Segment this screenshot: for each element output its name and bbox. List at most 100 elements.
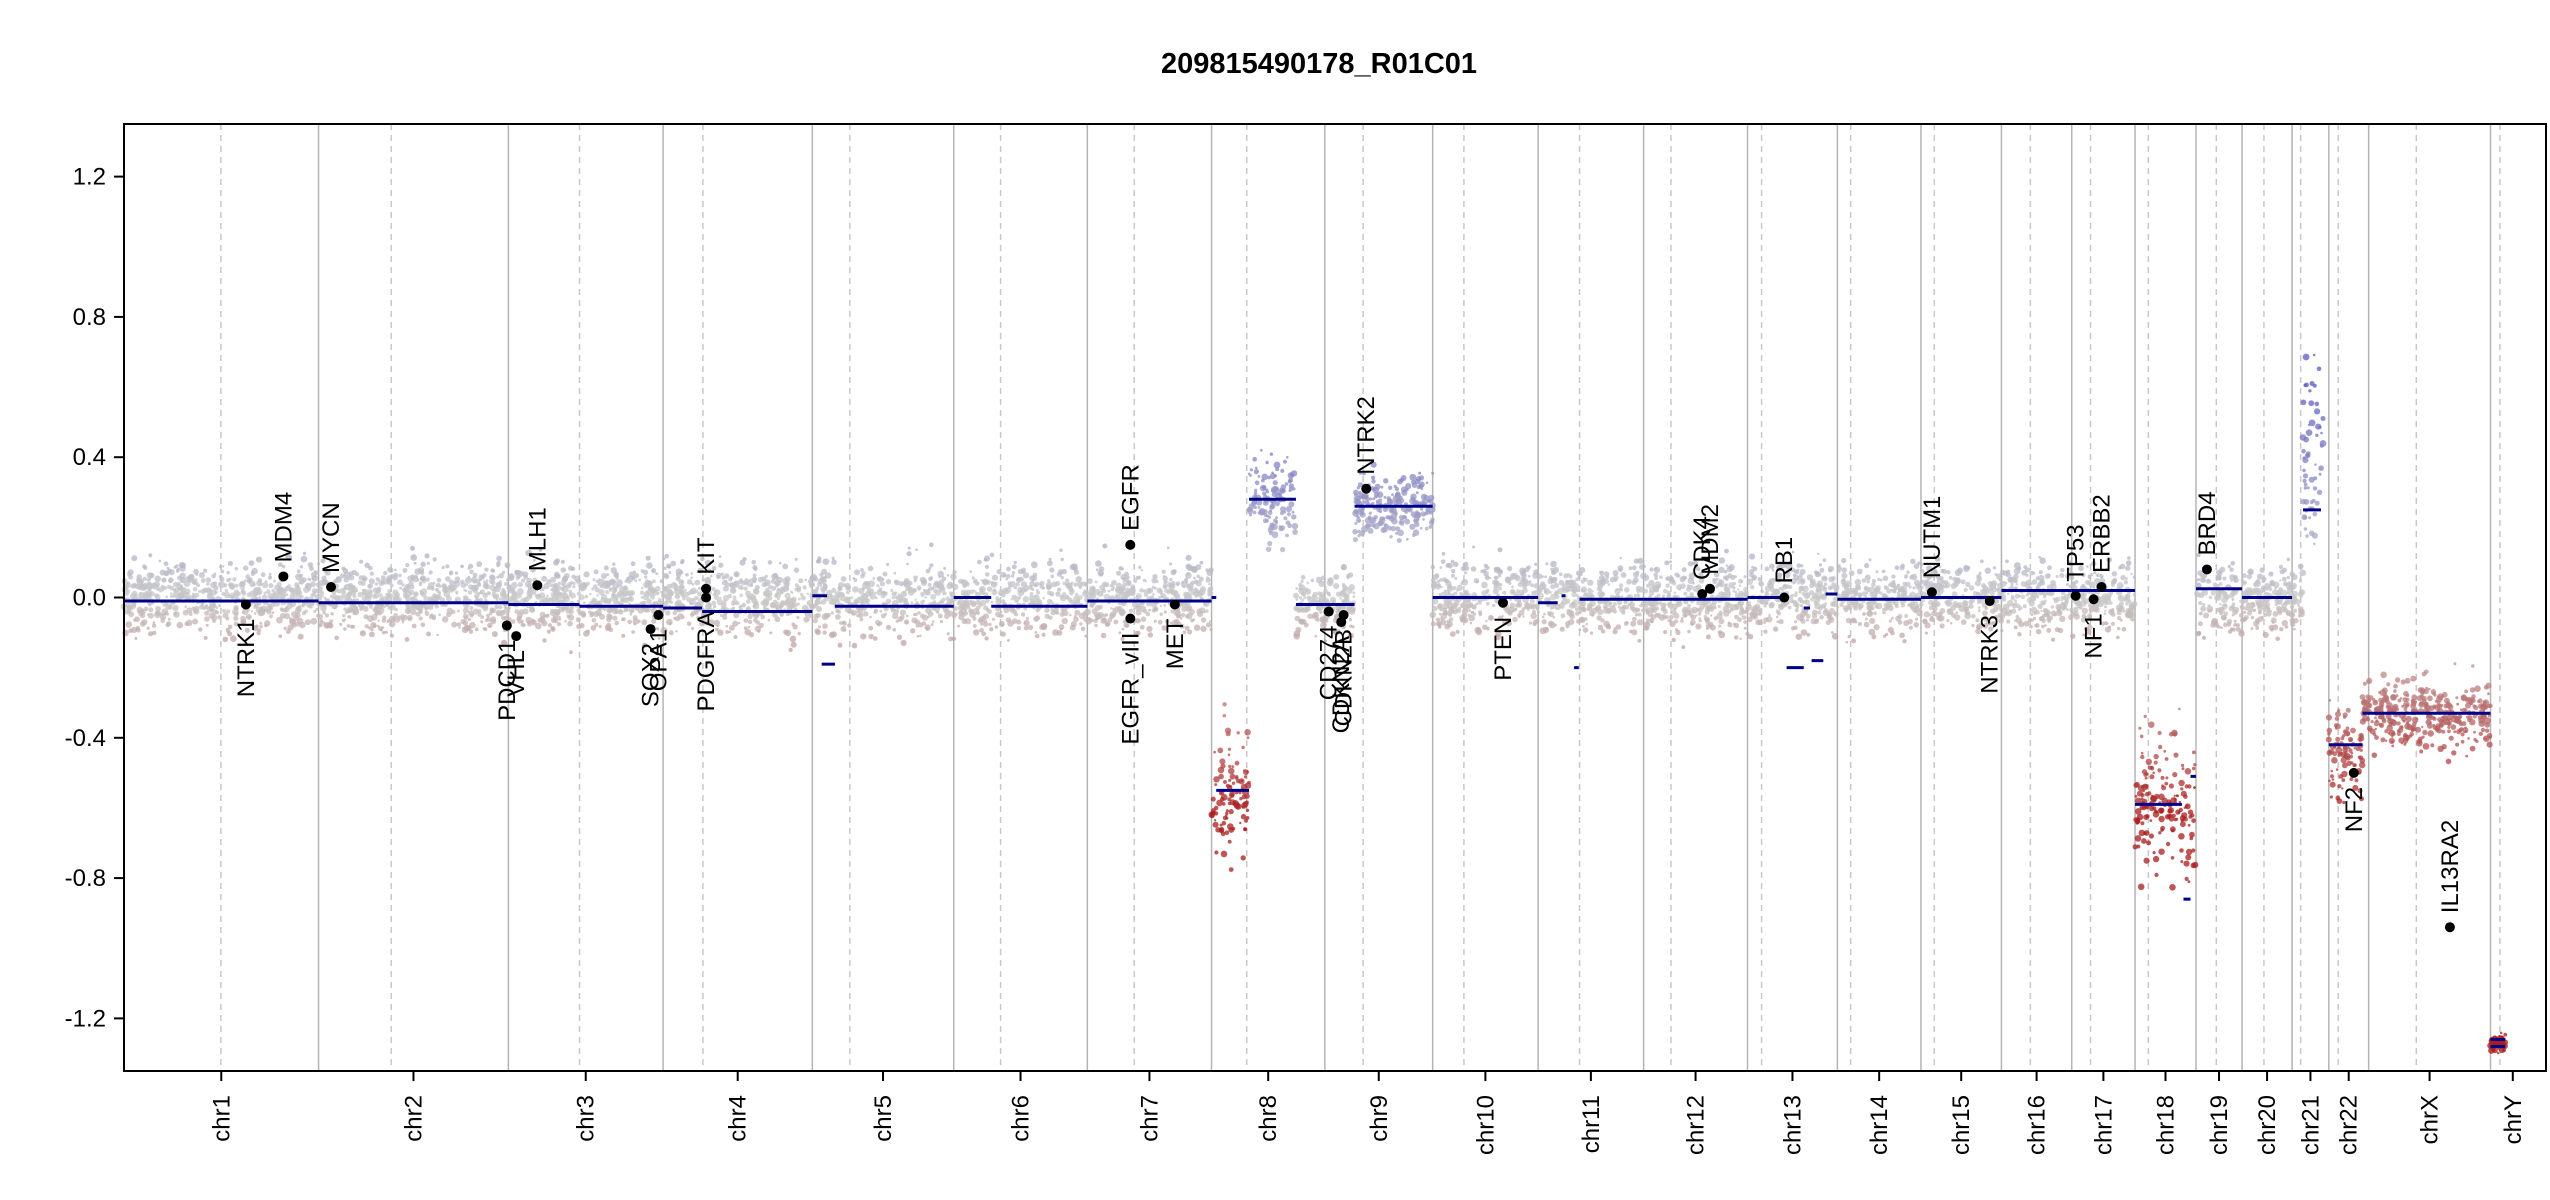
probe-point bbox=[1890, 616, 1894, 620]
probe-point bbox=[1354, 493, 1359, 498]
probe-point bbox=[2014, 593, 2020, 599]
probe-point bbox=[944, 613, 950, 620]
probe-point bbox=[138, 609, 143, 614]
probe-point bbox=[374, 582, 378, 586]
probe-point bbox=[286, 584, 292, 589]
probe-point bbox=[261, 594, 268, 600]
probe-point bbox=[456, 609, 460, 613]
probe-point bbox=[746, 606, 751, 612]
probe-point bbox=[708, 619, 715, 625]
probe-point bbox=[1738, 579, 1743, 584]
probe-point bbox=[772, 572, 779, 580]
probe-point bbox=[285, 605, 289, 610]
probe-point bbox=[382, 604, 387, 609]
probe-point bbox=[1402, 515, 1408, 520]
probe-point bbox=[1863, 621, 1870, 628]
probe-point bbox=[420, 561, 426, 567]
probe-point bbox=[1912, 586, 1916, 590]
probe-point bbox=[575, 617, 581, 623]
probe-point bbox=[1010, 598, 1013, 601]
probe-point bbox=[1971, 623, 1975, 628]
probe-point bbox=[267, 603, 270, 607]
probe-point bbox=[1581, 624, 1585, 628]
probe-point bbox=[1565, 620, 1571, 627]
probe-point bbox=[781, 601, 785, 605]
probe-point bbox=[1227, 797, 1232, 802]
probe-point bbox=[496, 575, 500, 579]
probe-point bbox=[1219, 758, 1226, 765]
probe-point bbox=[1015, 582, 1020, 587]
probe-point bbox=[645, 590, 650, 594]
probe-point bbox=[364, 624, 369, 629]
probe-point bbox=[1048, 557, 1052, 561]
probe-point bbox=[165, 622, 170, 628]
probe-point bbox=[355, 572, 360, 577]
probe-point bbox=[1946, 570, 1951, 575]
probe-point bbox=[1185, 572, 1192, 579]
probe-point bbox=[1448, 613, 1453, 617]
probe-point bbox=[550, 626, 556, 632]
probe-point bbox=[1087, 594, 1094, 601]
probe-point bbox=[885, 598, 892, 604]
probe-point bbox=[1103, 618, 1108, 623]
probe-point bbox=[1155, 579, 1159, 584]
probe-point bbox=[381, 618, 387, 623]
probe-point bbox=[1117, 605, 1123, 612]
probe-point bbox=[399, 586, 403, 590]
probe-point bbox=[543, 582, 550, 590]
probe-point bbox=[308, 578, 312, 582]
probe-point bbox=[1383, 495, 1387, 499]
probe-point bbox=[668, 571, 672, 575]
probe-point bbox=[1395, 492, 1401, 499]
probe-point bbox=[1410, 493, 1417, 500]
probe-point bbox=[1938, 565, 1942, 568]
probe-point bbox=[1059, 611, 1065, 617]
probe-point bbox=[324, 569, 331, 576]
probe-point bbox=[1209, 812, 1215, 819]
probe-point bbox=[268, 575, 272, 579]
probe-point bbox=[198, 589, 202, 593]
probe-point bbox=[251, 567, 258, 575]
probe-point bbox=[329, 619, 334, 624]
probe-point bbox=[879, 609, 883, 613]
probe-point bbox=[500, 609, 506, 616]
probe-point bbox=[1343, 593, 1347, 597]
probe-point bbox=[1985, 588, 1991, 594]
probe-point bbox=[992, 589, 996, 593]
probe-point bbox=[1412, 499, 1420, 507]
probe-point bbox=[2050, 605, 2054, 609]
probe-point bbox=[608, 627, 614, 633]
probe-point bbox=[232, 577, 237, 582]
probe-point bbox=[1376, 506, 1382, 513]
probe-point bbox=[1584, 617, 1588, 621]
probe-point bbox=[743, 626, 748, 630]
probe-point bbox=[1255, 499, 1263, 506]
probe-point bbox=[1358, 470, 1363, 475]
probe-point bbox=[1285, 506, 1292, 513]
probe-point bbox=[885, 579, 892, 585]
probe-point bbox=[1365, 500, 1370, 506]
probe-point bbox=[526, 577, 532, 584]
probe-point bbox=[280, 608, 285, 612]
probe-point bbox=[323, 596, 327, 601]
probe-point bbox=[394, 608, 398, 612]
probe-point bbox=[641, 642, 648, 649]
probe-point bbox=[414, 592, 418, 596]
probe-point bbox=[1048, 615, 1053, 620]
probe-point bbox=[1463, 571, 1468, 575]
probe-point bbox=[979, 586, 986, 593]
probe-point bbox=[1461, 580, 1464, 583]
probe-point bbox=[1220, 850, 1228, 858]
probe-point bbox=[838, 581, 844, 588]
probe-point bbox=[827, 593, 833, 600]
probe-point bbox=[359, 559, 364, 564]
probe-point bbox=[617, 590, 623, 597]
probe-point bbox=[1823, 582, 1828, 586]
probe-point bbox=[471, 576, 478, 583]
probe-point bbox=[681, 615, 685, 619]
probe-point bbox=[634, 579, 638, 583]
probe-point bbox=[643, 582, 648, 588]
probe-point bbox=[334, 603, 338, 608]
probe-point bbox=[607, 607, 614, 613]
probe-point bbox=[234, 567, 238, 571]
